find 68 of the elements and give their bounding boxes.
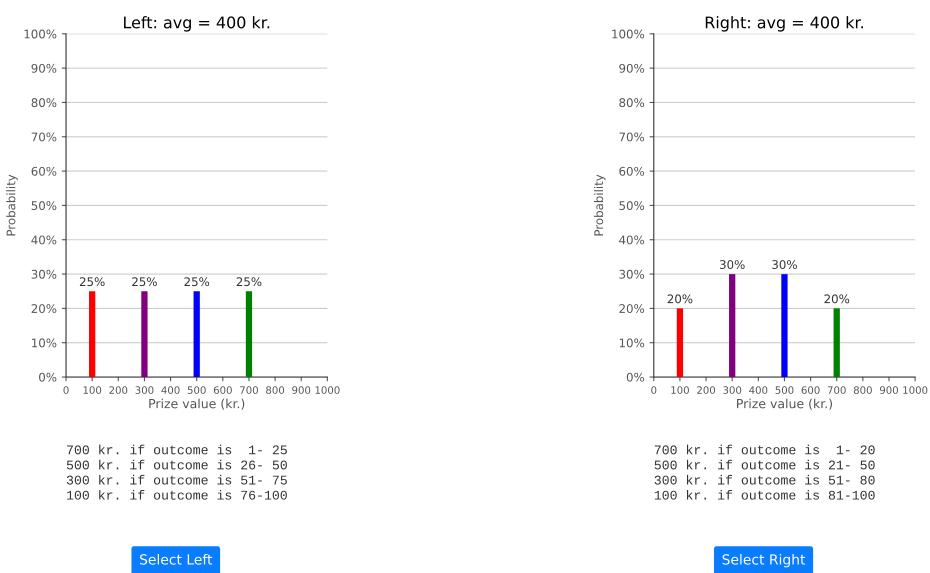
y-tick-label: 80%: [619, 98, 644, 108]
x-tick-label: 200: [697, 386, 716, 394]
x-tick-label: 1000: [903, 386, 928, 394]
x-tick-label: 1000: [316, 386, 340, 394]
x-tick-label: 900: [880, 386, 898, 394]
y-tick-label: 100%: [24, 30, 56, 38]
x-tick-label: 300: [136, 386, 154, 394]
y-tick-label: 60%: [619, 166, 644, 176]
data-label: 20%: [668, 294, 692, 304]
x-tick-label: 0: [63, 386, 69, 394]
y-tick-label: 0%: [39, 372, 56, 382]
x-tick-label: 900: [292, 386, 310, 394]
x-axis-title: Prize value (kr.): [737, 398, 832, 410]
text: 700 kr. if outcome is 1- 20: [654, 444, 875, 454]
y-tick-label: 100%: [612, 30, 644, 38]
x-tick-label: 0: [651, 386, 656, 394]
y-tick-label: 50%: [32, 201, 56, 210]
y-tick-label: 80%: [32, 98, 56, 108]
x-tick-label: 400: [161, 386, 180, 394]
text: 500 kr. if outcome is 26- 50: [66, 460, 287, 470]
text: Select Right: [722, 554, 806, 568]
x-tick-label: 700: [828, 386, 846, 394]
y-tick-label: 90%: [32, 64, 56, 73]
x-tick-label: 400: [749, 386, 768, 394]
x-tick-label: 800: [854, 386, 872, 394]
y-tick-label: 20%: [32, 304, 56, 314]
data-label: 30%: [772, 260, 797, 269]
y-tick-label: 10%: [620, 338, 644, 348]
y-tick-label: 0%: [626, 372, 644, 382]
data-label: 20%: [824, 294, 850, 304]
x-tick-label: 500: [188, 386, 206, 394]
data-label: 25%: [236, 277, 262, 286]
y-tick-label: 40%: [31, 235, 56, 244]
text: 100 kr. if outcome is 81-100: [654, 490, 875, 500]
y-tick-label: 70%: [619, 132, 644, 142]
data-label: 25%: [184, 277, 210, 286]
y-tick-label: 90%: [619, 64, 644, 73]
y-tick-label: 50%: [619, 201, 644, 210]
data-label: 25%: [132, 277, 157, 286]
y-tick-label: 30%: [32, 270, 56, 279]
text: 100 kr. if outcome is 76-100: [66, 490, 287, 500]
text: 300 kr. if outcome is 51- 80: [654, 474, 875, 485]
text: Select Left: [140, 554, 212, 565]
data-label: 25%: [80, 277, 105, 286]
y-tick-label: 70%: [32, 132, 56, 142]
x-tick-label: 300: [723, 386, 742, 394]
y-tick-label: 60%: [32, 166, 56, 176]
x-tick-label: 600: [214, 386, 232, 394]
y-axis-title: Probability: [594, 174, 606, 236]
x-tick-label: 600: [802, 386, 820, 394]
chart-title: Right: avg = 400 kr.: [706, 16, 863, 32]
x-tick-label: 100: [84, 386, 102, 394]
x-tick-label: 500: [776, 386, 794, 394]
data-label: 30%: [720, 260, 745, 269]
text: 500 kr. if outcome is 21- 50: [654, 460, 875, 470]
y-tick-label: 10%: [32, 338, 56, 348]
text: 300 kr. if outcome is 51- 75: [66, 474, 287, 485]
x-tick-label: 200: [109, 386, 128, 394]
x-tick-label: 800: [266, 386, 284, 394]
x-tick-label: 100: [671, 386, 689, 394]
y-tick-label: 30%: [619, 270, 644, 279]
x-axis-title: Prize value (kr.): [149, 398, 244, 410]
y-axis-title: Probability: [6, 174, 18, 236]
x-tick-label: 700: [240, 386, 258, 394]
text: 700 kr. if outcome is 1- 25: [67, 444, 287, 454]
y-tick-label: 20%: [619, 304, 644, 314]
y-tick-label: 40%: [619, 235, 644, 244]
chart-title: Left: avg = 400 kr.: [124, 16, 270, 32]
